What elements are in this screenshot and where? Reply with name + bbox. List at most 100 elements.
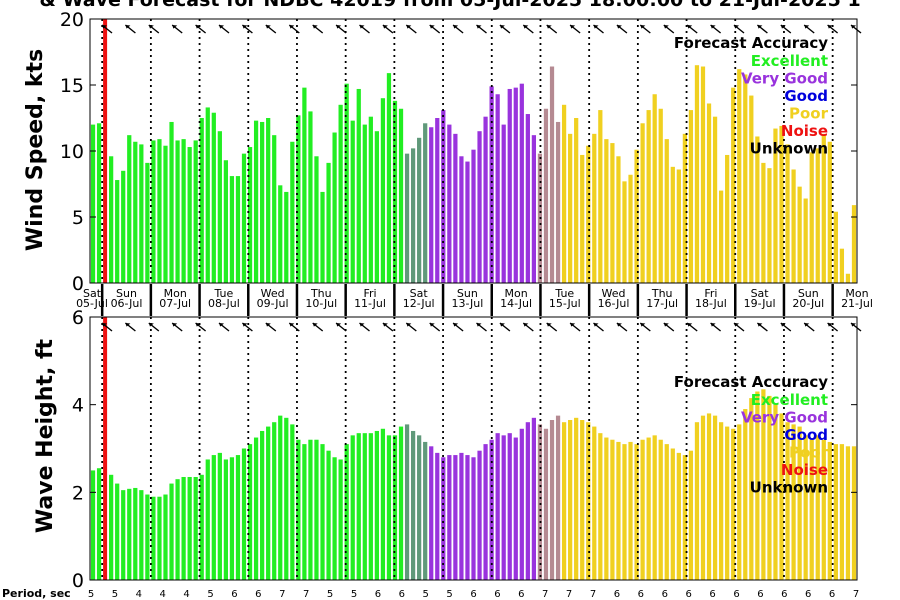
bar xyxy=(700,415,706,581)
bar xyxy=(604,139,609,283)
period-label: Period, sec xyxy=(2,587,71,600)
day-name: Thu xyxy=(651,287,673,300)
legend-item: Very Good xyxy=(741,70,828,88)
arrow-head xyxy=(804,25,810,29)
y-tick-label: 0 xyxy=(72,273,84,295)
bar xyxy=(356,88,361,284)
period-value: 6 xyxy=(805,589,811,600)
day-date: 20-Jul xyxy=(792,297,824,310)
wind-arrow-icon xyxy=(663,322,675,332)
bar xyxy=(447,124,452,283)
bar xyxy=(350,120,355,283)
bar xyxy=(791,424,796,580)
bar xyxy=(767,168,772,283)
bar xyxy=(338,459,343,580)
day-date: 08-Jul xyxy=(208,297,240,310)
day-name: Wed xyxy=(602,287,626,300)
arrow-head xyxy=(219,323,224,327)
bar xyxy=(133,141,138,283)
arrow-head xyxy=(851,25,856,29)
day-name: Sun xyxy=(457,287,478,300)
bar xyxy=(471,457,476,580)
bar xyxy=(694,65,700,283)
y-tick-label: 20 xyxy=(60,9,84,31)
bar xyxy=(688,110,694,283)
bar xyxy=(525,114,530,283)
day-date: 05-Jul xyxy=(76,297,108,310)
bar xyxy=(296,115,301,283)
period-value: 7 xyxy=(303,589,309,600)
bar xyxy=(676,169,681,283)
wind-arrow-icon xyxy=(850,24,862,34)
wind-arrow-icon xyxy=(218,24,230,34)
bar xyxy=(392,100,398,283)
legend-item: Excellent xyxy=(751,52,828,70)
arrow-head xyxy=(242,323,248,327)
day-date: 18-Jul xyxy=(695,297,727,310)
arrow-head xyxy=(148,25,154,29)
wind-arrow-icon xyxy=(733,24,745,34)
arrow-head xyxy=(382,323,388,327)
wind-arrow-icon xyxy=(639,322,651,332)
bar xyxy=(561,422,567,580)
bar xyxy=(833,444,838,580)
y-tick-label: 10 xyxy=(60,141,84,163)
arrow-head xyxy=(312,323,318,327)
bar xyxy=(350,435,355,580)
day-date: 14-Jul xyxy=(500,297,532,310)
bar xyxy=(507,433,512,580)
wind-arrow-icon xyxy=(686,322,698,332)
bar xyxy=(223,160,228,283)
bar xyxy=(622,444,627,580)
wind-arrow-icon xyxy=(171,24,183,34)
arrow-head xyxy=(359,25,365,29)
bar xyxy=(302,87,307,283)
arrow-head xyxy=(616,323,622,327)
wind-arrow-icon xyxy=(616,24,628,34)
period-value: 6 xyxy=(829,589,835,600)
bar xyxy=(706,413,712,580)
bar xyxy=(555,121,561,284)
arrow-head xyxy=(757,25,763,29)
bar xyxy=(483,116,488,284)
day-date: 21-Jul xyxy=(841,297,873,310)
bar xyxy=(471,149,476,283)
bar xyxy=(640,439,645,580)
bar xyxy=(574,118,579,283)
wind-arrow-icon xyxy=(476,24,487,34)
bar xyxy=(90,470,96,580)
legend-title: Forecast Accuracy xyxy=(674,34,828,52)
bar xyxy=(725,426,730,580)
bar xyxy=(308,439,313,580)
bar xyxy=(121,490,126,580)
period-value: 6 xyxy=(638,589,644,600)
bar xyxy=(743,74,748,283)
bar xyxy=(241,448,247,580)
bar xyxy=(616,441,621,580)
bar xyxy=(175,140,180,283)
chart-title: & Wave Forecast for NDBC 42019 from 05-J… xyxy=(39,0,860,11)
bar xyxy=(96,123,102,283)
bar xyxy=(175,479,180,580)
bar xyxy=(610,439,615,580)
arrow-head xyxy=(172,25,178,29)
arrow-head xyxy=(195,323,201,327)
bar xyxy=(410,148,416,283)
plot-frame xyxy=(89,316,858,581)
arrow-head xyxy=(265,25,271,29)
bar xyxy=(652,435,657,580)
wind-arrow-icon xyxy=(429,24,441,34)
bar xyxy=(845,446,851,580)
bar xyxy=(320,444,325,580)
bar xyxy=(151,496,156,580)
bar xyxy=(253,120,259,283)
bar xyxy=(247,147,253,283)
bar xyxy=(580,420,585,580)
period-value: 4 xyxy=(183,589,189,600)
bar xyxy=(453,133,458,283)
wind-arrow-icon xyxy=(756,322,768,332)
bar xyxy=(755,136,760,283)
bar xyxy=(549,420,555,580)
bar xyxy=(253,437,259,580)
